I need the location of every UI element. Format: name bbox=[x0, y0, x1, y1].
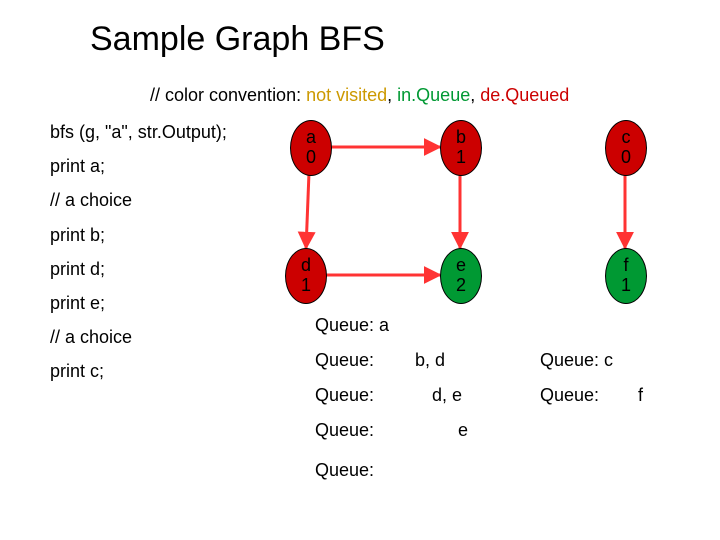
page-title: Sample Graph BFS bbox=[90, 20, 385, 59]
queue-line: Queue: bbox=[315, 420, 374, 441]
node-value: 1 bbox=[606, 276, 646, 296]
queue-label: Queue: bbox=[315, 385, 374, 405]
queue-label: Queue: bbox=[540, 385, 599, 405]
node-a: a0 bbox=[290, 120, 332, 176]
code-line: print b; bbox=[50, 218, 227, 252]
code-block: bfs (g, "a", str.Output); print a; // a … bbox=[50, 115, 227, 389]
queue-line: Queue: c bbox=[540, 350, 613, 371]
queue-line: b, d bbox=[415, 350, 445, 371]
code-line: print a; bbox=[50, 149, 227, 183]
queue-label: Queue: bbox=[315, 460, 374, 480]
node-value: 1 bbox=[286, 276, 326, 296]
queue-content: f bbox=[638, 385, 643, 405]
queue-line: f bbox=[638, 385, 643, 406]
queue-line: Queue: bbox=[315, 385, 374, 406]
queue-content: b, d bbox=[415, 350, 445, 370]
code-line: // a choice bbox=[50, 183, 227, 217]
node-value: 0 bbox=[606, 148, 646, 168]
queue-line: Queue: a bbox=[315, 315, 389, 336]
node-label: b bbox=[441, 128, 481, 148]
node-label: d bbox=[286, 256, 326, 276]
code-line: print c; bbox=[50, 354, 227, 388]
queue-label: Queue: bbox=[315, 315, 379, 335]
conv-prefix: // color convention: bbox=[150, 85, 306, 105]
code-line: print e; bbox=[50, 286, 227, 320]
queue-content: d, e bbox=[432, 385, 462, 405]
node-value: 1 bbox=[441, 148, 481, 168]
node-b: b1 bbox=[440, 120, 482, 176]
node-c: c0 bbox=[605, 120, 647, 176]
conv-dequeued: de.Queued bbox=[480, 85, 569, 105]
node-f: f1 bbox=[605, 248, 647, 304]
edge-a-d bbox=[306, 174, 309, 248]
queue-label: Queue: bbox=[540, 350, 604, 370]
conv-sep2: , bbox=[470, 85, 480, 105]
node-d: d1 bbox=[285, 248, 327, 304]
queue-content: e bbox=[458, 420, 468, 440]
queue-line: d, e bbox=[432, 385, 462, 406]
queue-line: Queue: bbox=[540, 385, 599, 406]
node-label: f bbox=[606, 256, 646, 276]
queue-content: a bbox=[379, 315, 389, 335]
queue-line: e bbox=[458, 420, 468, 441]
node-label: a bbox=[291, 128, 331, 148]
queue-line: Queue: bbox=[315, 460, 374, 481]
conv-notvisited: not visited bbox=[306, 85, 387, 105]
node-value: 2 bbox=[441, 276, 481, 296]
queue-label: Queue: bbox=[315, 350, 374, 370]
conv-sep1: , bbox=[387, 85, 397, 105]
queue-content: c bbox=[604, 350, 613, 370]
node-e: e2 bbox=[440, 248, 482, 304]
node-label: e bbox=[441, 256, 481, 276]
code-line: // a choice bbox=[50, 320, 227, 354]
color-convention: // color convention: not visited, in.Que… bbox=[150, 85, 569, 106]
node-label: c bbox=[606, 128, 646, 148]
node-value: 0 bbox=[291, 148, 331, 168]
queue-line: Queue: bbox=[315, 350, 374, 371]
code-line: print d; bbox=[50, 252, 227, 286]
code-line: bfs (g, "a", str.Output); bbox=[50, 115, 227, 149]
conv-inqueue: in.Queue bbox=[397, 85, 470, 105]
queue-label: Queue: bbox=[315, 420, 374, 440]
